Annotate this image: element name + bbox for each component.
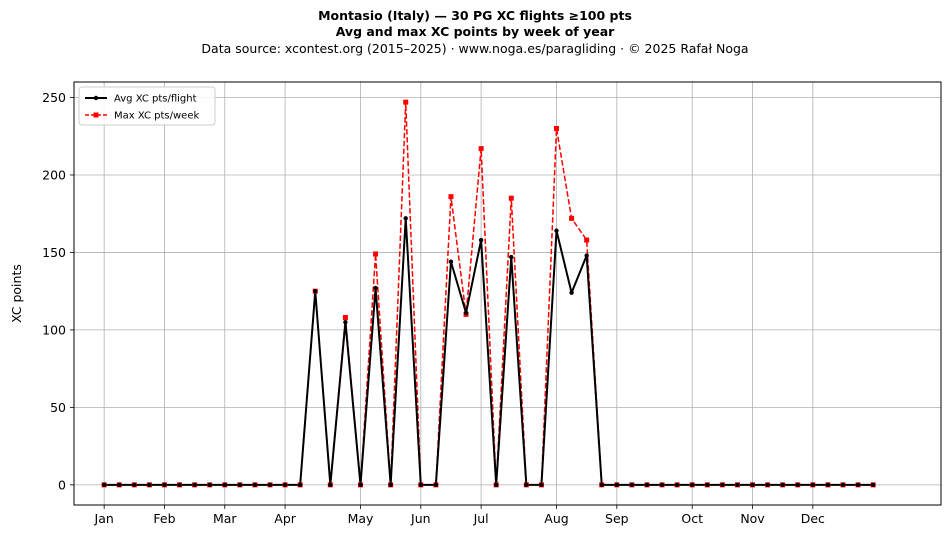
legend-box: [78, 86, 216, 126]
data-point-max: [373, 251, 379, 257]
data-point-avg: [599, 482, 604, 488]
data-point-avg: [569, 290, 574, 295]
data-point-avg: [478, 237, 484, 243]
data-point-avg: [403, 216, 408, 221]
data-point-avg: [373, 285, 378, 291]
data-point-avg: [117, 482, 122, 488]
x-tick-label: May: [348, 511, 374, 526]
data-point-avg: [493, 482, 499, 488]
data-point-avg: [840, 482, 846, 488]
data-point-avg: [584, 253, 589, 258]
data-point-avg: [644, 482, 650, 488]
data-point-avg: [780, 482, 785, 488]
x-tick-label: Aug: [544, 511, 568, 526]
data-point-avg: [433, 482, 439, 488]
axis-ticks: Jan Feb Mar Apr May Jun Jul Aug Sep Oct Nov Dec 0 50 1…: [42, 90, 825, 526]
data-point-max: [448, 194, 454, 200]
data-point-avg: [750, 482, 755, 488]
data-point-avg: [463, 310, 469, 316]
data-point-avg: [192, 482, 197, 488]
x-tick-label: Mar: [213, 511, 237, 526]
data-point-avg: [870, 482, 876, 488]
data-point-avg: [162, 482, 167, 488]
plot-frame: [73, 81, 942, 506]
chart-title: Montasio (Italy) — 30 PG XC flights ≥100…: [318, 8, 632, 23]
chart-subtitle: Avg and max XC points by week of year: [335, 24, 615, 39]
x-tick-label: Jul: [473, 511, 489, 526]
x-tick-label: Dec: [801, 511, 825, 526]
data-point-avg: [629, 482, 635, 488]
series-lines: [104, 101, 874, 486]
data-point-avg: [328, 482, 333, 488]
data-point-avg: [267, 482, 273, 488]
y-tick-label: 250: [42, 90, 66, 105]
data-point-avg: [358, 482, 363, 488]
data-point-avg: [795, 482, 800, 488]
data-point-avg: [765, 482, 770, 488]
data-point-avg: [132, 482, 137, 488]
legend: Avg XC pts/flight Max XC pts/week: [78, 86, 216, 126]
legend-marker-0: [93, 95, 99, 101]
legend-label-0: Avg XC pts/flight: [114, 94, 197, 105]
series-line-0: [104, 217, 874, 486]
data-point-max: [569, 215, 575, 221]
data-point-avg: [147, 482, 152, 488]
data-point-avg: [252, 482, 258, 488]
data-point-avg: [825, 482, 831, 488]
x-tick-label: Jan: [94, 511, 114, 526]
data-point-avg: [720, 482, 725, 488]
data-point-avg: [313, 288, 318, 294]
data-point-avg: [690, 482, 695, 488]
data-point-avg: [237, 482, 243, 488]
series-line-1: [104, 101, 874, 486]
y-tick-label: 50: [50, 400, 66, 415]
data-point-avg: [855, 482, 861, 488]
chart-titles: Montasio (Italy) — 30 PG XC flights ≥100…: [0, 8, 950, 58]
data-point-avg: [810, 482, 816, 488]
data-point-avg: [343, 319, 348, 325]
data-point-avg: [509, 254, 514, 260]
data-point-avg: [524, 482, 529, 488]
data-point-max: [508, 195, 514, 201]
legend-label-1: Max XC pts/week: [114, 111, 199, 122]
x-tick-label: Apr: [274, 511, 296, 526]
data-point-avg: [222, 482, 227, 488]
data-point-max: [403, 99, 409, 105]
y-axis-label: XC points: [9, 264, 24, 323]
data-point-avg: [735, 482, 740, 488]
grid-lines: [74, 82, 941, 505]
data-point-avg: [282, 482, 288, 488]
y-tick-label: 0: [58, 477, 66, 492]
x-tick-label: Jun: [410, 511, 431, 526]
y-tick-label: 200: [42, 167, 66, 182]
data-point-max: [342, 315, 348, 321]
data-point-max: [478, 146, 484, 152]
data-point-avg: [705, 482, 710, 488]
y-tick-label: 100: [42, 322, 66, 337]
x-tick-label: Oct: [681, 511, 703, 526]
data-point-avg: [101, 482, 107, 488]
x-tick-label: Nov: [740, 511, 765, 526]
x-tick-label: Feb: [153, 511, 175, 526]
source-note: Data source: xcontest.org (2015–2025) · …: [201, 41, 749, 56]
data-point-avg: [674, 482, 680, 488]
data-point-avg: [659, 482, 665, 488]
series-markers: [101, 99, 876, 488]
data-point-avg: [539, 482, 544, 488]
data-point-avg: [207, 482, 212, 488]
data-point-max: [584, 237, 590, 243]
x-tick-label: Sep: [605, 511, 629, 526]
data-point-avg: [448, 259, 454, 264]
data-point-avg: [177, 482, 182, 488]
legend-marker-1: [93, 112, 99, 118]
data-point-avg: [297, 482, 303, 488]
data-point-avg: [554, 228, 559, 233]
data-point-avg: [418, 482, 423, 488]
data-point-max: [554, 125, 560, 131]
data-point-avg: [614, 482, 620, 488]
data-point-avg: [388, 482, 393, 488]
y-tick-label: 150: [42, 245, 66, 260]
